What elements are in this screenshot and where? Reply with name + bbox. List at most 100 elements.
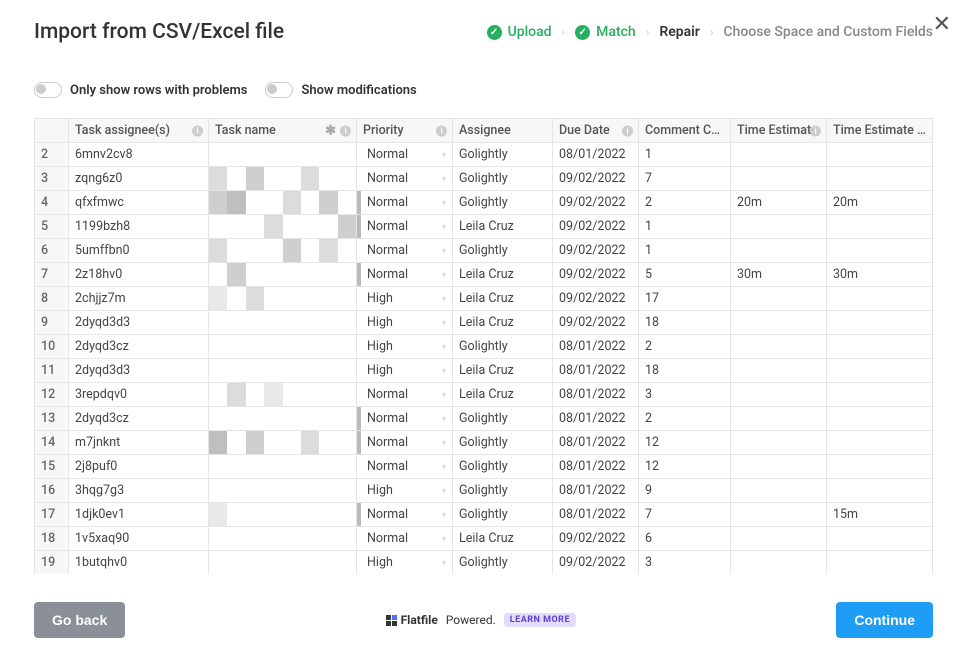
cell-assignee[interactable]: Golightly <box>453 191 553 215</box>
cell-task-assignees[interactable]: qfxfmwc <box>69 191 209 215</box>
table-row[interactable]: 72z18hv0Normal▼Leila Cruz09/02/2022530m3… <box>35 263 933 287</box>
cell-comment-count[interactable]: 1 <box>639 215 731 239</box>
col-header-rownum[interactable] <box>35 119 69 143</box>
table-row[interactable]: 82chjjz7mHigh▼Leila Cruz09/02/202217 <box>35 287 933 311</box>
chevron-down-icon[interactable]: ▼ <box>440 294 448 303</box>
chevron-down-icon[interactable]: ▼ <box>440 558 448 567</box>
cell-priority[interactable]: High▼ <box>357 359 453 383</box>
cell-task-name[interactable] <box>209 311 357 335</box>
table-row[interactable]: 152j8puf0Normal▼Golightly08/01/202212 <box>35 455 933 479</box>
table-row[interactable]: 112dyqd3d3High▼Leila Cruz08/01/202218 <box>35 359 933 383</box>
cell-due-date[interactable]: 08/01/2022 <box>553 431 639 455</box>
info-icon[interactable]: i <box>192 125 203 136</box>
cell-time-rolled[interactable] <box>827 407 933 431</box>
data-table[interactable]: Task assignee(s)iTask name✱iPriorityiAss… <box>34 118 933 574</box>
cell-task-assignees[interactable]: 1v5xaq90 <box>69 527 209 551</box>
cell-assignee[interactable]: Golightly <box>453 479 553 503</box>
cell-priority[interactable]: Normal▼ <box>357 215 453 239</box>
step-repair[interactable]: Repair <box>659 24 700 40</box>
cell-time-rolled[interactable] <box>827 359 933 383</box>
learn-more-badge[interactable]: LEARN MORE <box>504 613 576 627</box>
cell-assignee[interactable]: Golightly <box>453 503 553 527</box>
cell-time-estimate[interactable] <box>731 527 827 551</box>
cell-assignee[interactable]: Golightly <box>453 239 553 263</box>
chevron-down-icon[interactable]: ▼ <box>440 198 448 207</box>
cell-task-assignees[interactable]: 2z18hv0 <box>69 263 209 287</box>
cell-priority[interactable]: Normal▼ <box>357 431 453 455</box>
cell-task-name[interactable] <box>209 263 357 287</box>
cell-due-date[interactable]: 08/01/2022 <box>553 407 639 431</box>
cell-task-assignees[interactable]: 1199bzh8 <box>69 215 209 239</box>
cell-comment-count[interactable]: 7 <box>639 503 731 527</box>
chevron-down-icon[interactable]: ▼ <box>440 390 448 399</box>
chevron-down-icon[interactable]: ▼ <box>440 270 448 279</box>
cell-task-assignees[interactable]: 2dyqd3cz <box>69 335 209 359</box>
step-upload[interactable]: ✓Upload <box>487 24 552 40</box>
cell-time-estimate[interactable] <box>731 431 827 455</box>
cell-time-estimate[interactable] <box>731 287 827 311</box>
cell-assignee[interactable]: Leila Cruz <box>453 263 553 287</box>
cell-priority[interactable]: Normal▼ <box>357 263 453 287</box>
cell-due-date[interactable]: 09/02/2022 <box>553 215 639 239</box>
cell-priority[interactable]: High▼ <box>357 311 453 335</box>
info-icon[interactable]: i <box>340 125 351 136</box>
cell-time-estimate[interactable] <box>731 479 827 503</box>
cell-time-estimate[interactable] <box>731 215 827 239</box>
cell-time-rolled[interactable] <box>827 527 933 551</box>
cell-task-assignees[interactable]: 3repdqv0 <box>69 383 209 407</box>
info-icon[interactable]: i <box>622 125 633 136</box>
chevron-down-icon[interactable]: ▼ <box>440 246 448 255</box>
cell-task-assignees[interactable]: 1djk0ev1 <box>69 503 209 527</box>
cell-comment-count[interactable]: 2 <box>639 191 731 215</box>
cell-priority[interactable]: Normal▼ <box>357 143 453 167</box>
cell-comment-count[interactable]: 3 <box>639 383 731 407</box>
cell-due-date[interactable]: 09/02/2022 <box>553 551 639 575</box>
col-header-assignee[interactable]: Assignee <box>453 119 553 143</box>
cell-time-estimate[interactable] <box>731 455 827 479</box>
cell-due-date[interactable]: 09/02/2022 <box>553 311 639 335</box>
cell-task-name[interactable] <box>209 239 357 263</box>
cell-comment-count[interactable]: 7 <box>639 167 731 191</box>
close-icon[interactable]: ✕ <box>933 14 951 36</box>
cell-task-assignees[interactable]: 6mnv2cv8 <box>69 143 209 167</box>
cell-time-rolled[interactable] <box>827 383 933 407</box>
table-row[interactable]: 3zqng6z0Normal▼Golightly09/02/20227 <box>35 167 933 191</box>
cell-comment-count[interactable]: 12 <box>639 431 731 455</box>
cell-assignee[interactable]: Leila Cruz <box>453 311 553 335</box>
cell-priority[interactable]: Normal▼ <box>357 167 453 191</box>
cell-comment-count[interactable]: 18 <box>639 311 731 335</box>
cell-assignee[interactable]: Leila Cruz <box>453 359 553 383</box>
cell-time-rolled[interactable] <box>827 335 933 359</box>
cell-comment-count[interactable]: 18 <box>639 359 731 383</box>
cell-due-date[interactable]: 09/02/2022 <box>553 191 639 215</box>
cell-priority[interactable]: High▼ <box>357 551 453 575</box>
cell-assignee[interactable]: Leila Cruz <box>453 287 553 311</box>
cell-assignee[interactable]: Golightly <box>453 167 553 191</box>
cell-due-date[interactable]: 08/01/2022 <box>553 383 639 407</box>
cell-due-date[interactable]: 09/02/2022 <box>553 527 639 551</box>
cell-task-assignees[interactable]: zqng6z0 <box>69 167 209 191</box>
cell-task-name[interactable] <box>209 359 357 383</box>
info-icon[interactable]: i <box>810 125 821 136</box>
cell-task-assignees[interactable]: 1butqhv0 <box>69 551 209 575</box>
table-row[interactable]: 14m7jnkntNormal▼Golightly08/01/202212 <box>35 431 933 455</box>
chevron-down-icon[interactable]: ▼ <box>440 510 448 519</box>
cell-time-rolled[interactable]: 30m <box>827 263 933 287</box>
cell-priority[interactable]: High▼ <box>357 335 453 359</box>
cell-time-rolled[interactable] <box>827 455 933 479</box>
cell-assignee[interactable]: Leila Cruz <box>453 215 553 239</box>
chevron-down-icon[interactable]: ▼ <box>440 318 448 327</box>
cell-priority[interactable]: Normal▼ <box>357 239 453 263</box>
cell-task-name[interactable] <box>209 407 357 431</box>
step-match[interactable]: ✓Match <box>575 24 636 40</box>
chevron-down-icon[interactable]: ▼ <box>440 366 448 375</box>
cell-priority[interactable]: Normal▼ <box>357 191 453 215</box>
cell-due-date[interactable]: 09/02/2022 <box>553 167 639 191</box>
table-row[interactable]: 65umffbn0Normal▼Golightly09/02/20221 <box>35 239 933 263</box>
cell-time-estimate[interactable] <box>731 383 827 407</box>
cell-comment-count[interactable]: 5 <box>639 263 731 287</box>
toggle-modifications[interactable] <box>265 82 293 98</box>
cell-priority[interactable]: Normal▼ <box>357 383 453 407</box>
cell-time-estimate[interactable]: 20m <box>731 191 827 215</box>
col-header-time_rolled[interactable]: Time Estimate Rolled Up <box>827 119 933 143</box>
